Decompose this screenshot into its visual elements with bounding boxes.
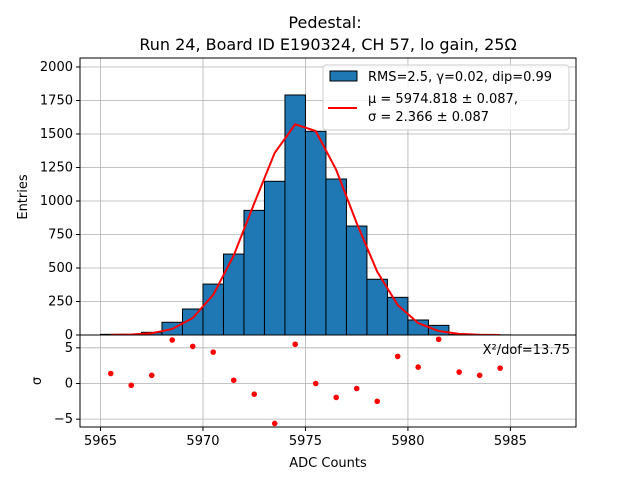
residual-point — [231, 377, 237, 383]
x-axis-label: ADC Counts — [289, 456, 367, 471]
y-tick-label: 1000 — [40, 194, 73, 209]
x-tick-label: 5970 — [186, 434, 219, 449]
legend-hist-swatch — [330, 71, 357, 81]
residual-y-tick-label: 0 — [65, 376, 73, 391]
histogram-bar — [326, 179, 346, 335]
residual-point — [313, 381, 319, 387]
histogram-bar — [223, 254, 243, 335]
residual-point — [477, 372, 483, 378]
residual-point — [436, 336, 442, 342]
residual-point — [251, 391, 257, 397]
histogram-bar — [285, 95, 305, 335]
residual-point — [190, 344, 196, 350]
residual-point — [128, 382, 134, 388]
residual-point — [333, 395, 339, 401]
legend-fit-label-line1: μ = 5974.818 ± 0.087, — [368, 92, 518, 107]
y-tick-label: 250 — [48, 294, 73, 309]
y-axis-label-sigma: σ — [30, 377, 45, 385]
y-tick-label: 1750 — [40, 93, 73, 108]
histogram-bar — [244, 210, 264, 335]
histogram-bar — [203, 284, 223, 335]
chi2-annotation: X²/dof=13.75 — [483, 343, 570, 358]
residual-point — [292, 341, 298, 347]
chart-title-line1: Pedestal: — [288, 13, 361, 32]
residual-point — [149, 372, 155, 378]
legend: RMS=2.5, γ=0.02, dip=0.99 μ = 5974.818 ±… — [323, 65, 569, 130]
x-tick-label: 5975 — [289, 434, 322, 449]
y-axis-label-entries: Entries — [16, 174, 31, 220]
chart-title-line2: Run 24, Board ID E190324, CH 57, lo gain… — [139, 35, 516, 54]
histogram-bar — [264, 181, 284, 335]
residual-y-tick-label: 5 — [65, 341, 73, 356]
residual-point — [210, 349, 216, 355]
residual-point — [108, 371, 114, 377]
y-tick-label: 750 — [48, 227, 73, 242]
residual-y-tick-label: −5 — [54, 412, 73, 427]
histogram-bar — [367, 279, 387, 335]
residual-point — [374, 399, 380, 405]
y-tick-label: 500 — [48, 261, 73, 276]
residual-point — [415, 364, 421, 370]
residual-point — [395, 354, 401, 360]
x-tick-label: 5980 — [391, 434, 424, 449]
legend-fit-label-line2: σ = 2.366 ± 0.087 — [368, 110, 489, 125]
residual-point — [456, 369, 462, 375]
legend-hist-label: RMS=2.5, γ=0.02, dip=0.99 — [368, 70, 552, 85]
x-tick-label: 5985 — [494, 434, 527, 449]
y-tick-label: 2000 — [40, 60, 73, 75]
residual-point — [169, 337, 175, 343]
residual-point — [272, 421, 278, 427]
residual-point — [497, 365, 503, 371]
y-tick-label: 1250 — [40, 160, 73, 175]
y-tick-label: 1500 — [40, 127, 73, 142]
histogram-bar — [387, 297, 407, 335]
histogram-bar — [305, 131, 325, 335]
residual-point — [354, 386, 360, 392]
x-tick-label: 5965 — [84, 434, 117, 449]
